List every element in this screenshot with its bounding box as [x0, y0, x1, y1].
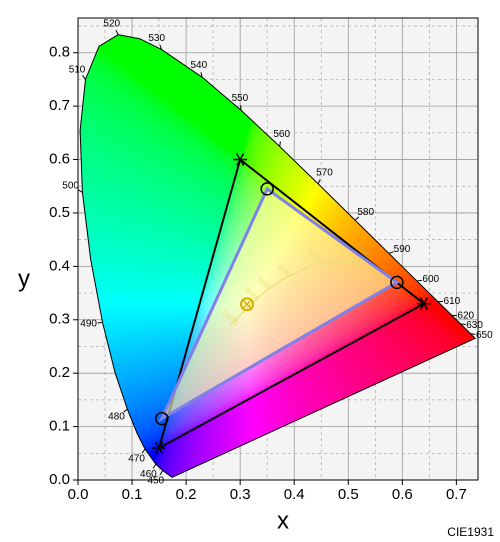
wavelength-label: 570	[316, 168, 333, 179]
y-tick-label: 0.1	[49, 418, 70, 435]
wavelength-label: 490	[80, 319, 97, 330]
vertex-star	[416, 297, 431, 311]
wavelength-label: 460	[140, 469, 157, 480]
wavelength-label: 530	[148, 33, 165, 44]
y-tick-label: 0.3	[49, 311, 70, 328]
wavelength-tick	[354, 216, 360, 221]
y-tick-label: 0.5	[49, 204, 70, 221]
wavelength-label: 500	[62, 181, 79, 192]
spectral-locus	[79, 34, 477, 478]
wavelength-label: 480	[108, 411, 125, 422]
wavelength-tick	[97, 321, 103, 324]
wavelength-tick	[77, 189, 83, 193]
wavelength-label: 650	[476, 330, 493, 341]
wavelength-label: 630	[466, 320, 483, 331]
x-tick-label: 0.4	[284, 486, 305, 503]
white-point-cross	[241, 298, 253, 310]
vertex-star	[152, 441, 167, 455]
y-tick-label: 0.7	[49, 97, 70, 114]
x-tick-label: 0.6	[392, 486, 413, 503]
wavelength-label: 510	[69, 64, 86, 75]
plot-frame	[77, 17, 479, 481]
star-stroke	[154, 441, 164, 455]
wavelength-tick	[416, 279, 422, 282]
wavelength-label: 560	[273, 129, 290, 140]
wavelength-tick	[470, 333, 476, 335]
footer: CIE1931	[447, 525, 494, 539]
x-tick-label: 0.1	[122, 486, 143, 503]
vertex-circle	[155, 411, 169, 426]
wavelength-label: 550	[232, 93, 249, 104]
x-tick-label: 0.3	[230, 486, 251, 503]
vertex-circle	[390, 275, 404, 290]
white-point	[240, 297, 255, 312]
wavelength-label: 520	[103, 19, 120, 30]
wavelength-label: 610	[444, 296, 461, 307]
x-axis-label: x	[277, 507, 289, 534]
wavelength-tick	[317, 179, 321, 184]
wavelength-tick	[388, 251, 394, 254]
y-tick-label: 0.8	[49, 44, 70, 61]
y-tick-label: 0.0	[49, 471, 70, 488]
x-tick-label: 0.2	[176, 486, 197, 503]
wavelength-label: 540	[191, 60, 208, 71]
wavelength-label: 620	[457, 311, 474, 322]
wavelength-tick	[82, 75, 86, 80]
white-point-ring	[240, 297, 255, 312]
star-stroke	[419, 297, 429, 311]
vertex-star	[233, 153, 248, 166]
gamut-triangle	[158, 186, 400, 423]
x-tick-label: 0.7	[446, 486, 467, 503]
gamut-triangle	[157, 157, 426, 450]
y-tick-label: 0.4	[49, 257, 70, 274]
wavelength-tick	[123, 408, 128, 413]
wavelength-label: 600	[422, 274, 439, 285]
wavelength-label: 450	[147, 476, 164, 487]
wavelength-tick	[279, 141, 281, 147]
wavelength-tick	[115, 29, 119, 35]
y-axis-label: y	[18, 265, 30, 292]
vertex-circle	[260, 182, 274, 196]
wavelength-label: 580	[357, 207, 374, 218]
x-tick-label: 0.0	[68, 486, 89, 503]
star-stroke	[236, 153, 245, 166]
wavelength-tick	[141, 448, 146, 454]
wavelength-tick	[200, 72, 203, 78]
wavelength-label: 590	[394, 244, 411, 255]
y-tick-label: 0.2	[49, 364, 70, 381]
wavelength-tick	[152, 463, 157, 469]
wavelength-tick	[159, 470, 164, 476]
x-tick-label: 0.5	[338, 486, 359, 503]
wavelength-tick	[159, 44, 163, 50]
y-tick-label: 0.6	[49, 151, 70, 168]
wavelength-label: 470	[128, 453, 145, 464]
